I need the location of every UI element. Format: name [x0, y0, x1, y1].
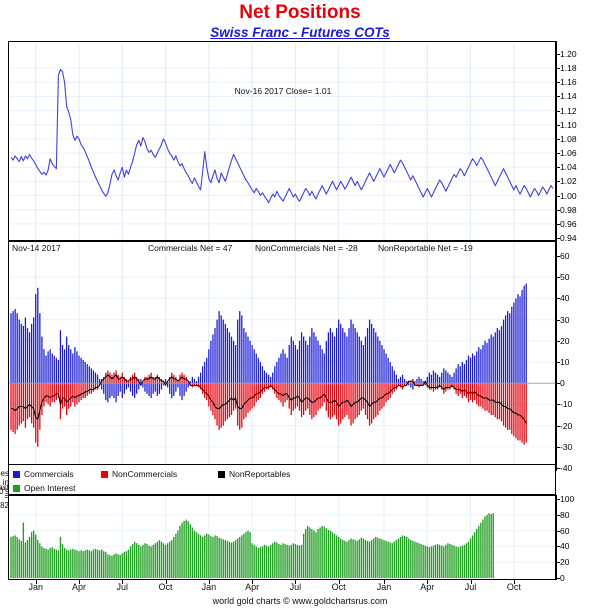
x-axis-tick — [35, 580, 37, 584]
price-tick-label: 1.16 — [556, 78, 577, 87]
price-tick-label: 0.94 — [556, 234, 577, 242]
legend-label-noncommercials: NonCommercials — [112, 469, 178, 479]
x-axis-tick — [384, 580, 385, 584]
net-positions-bar-chart — [9, 242, 555, 470]
price-tick-label: 1.12 — [556, 106, 577, 115]
x-axis-label: Oct — [158, 582, 173, 592]
open-interest-tick-label: 0 — [556, 574, 565, 582]
price-chart-panel: Nov-16 2017 Close= 1.01 — [8, 41, 556, 241]
x-axis-tick — [252, 580, 254, 584]
legend-item-noncommercials[interactable]: NonCommercials — [101, 469, 177, 479]
commercials-net-value: Commercials Net = 47 — [148, 243, 233, 253]
footer-attribution: world gold charts © www.goldchartsrus.co… — [212, 596, 388, 606]
open-interest-bar-chart — [9, 496, 555, 579]
x-axis-label: Jan — [201, 582, 217, 592]
net-tick-label: 10 — [556, 358, 569, 366]
net-tick-label: -10 — [556, 400, 572, 409]
page-subtitle: Swiss Franc - Futures COTs — [210, 25, 390, 40]
price-tick-label: 1.18 — [556, 64, 577, 72]
page-title: Net Positions — [239, 2, 361, 23]
price-tick-label: 1.00 — [556, 191, 577, 200]
open-interest-tick-label: 60 — [556, 526, 569, 535]
x-axis-label: Apr — [420, 582, 435, 592]
x-axis-label: Oct — [506, 582, 521, 592]
price-tick-label: 1.04 — [556, 163, 577, 171]
net-tick-label: -20 — [556, 421, 572, 430]
x-axis-tick — [165, 580, 167, 584]
x-axis-tick — [338, 580, 340, 584]
x-axis-tick — [470, 580, 472, 584]
price-tick-label: 1.14 — [556, 92, 577, 101]
price-tick-label: 0.98 — [556, 205, 577, 214]
x-axis-tick — [295, 580, 297, 584]
open-interest-tick-label: 20 — [556, 558, 569, 566]
net-tick-label: 40 — [556, 294, 569, 303]
net-positions-header: Nov-14 2017 Commercials Net = 47 NonComm… — [8, 243, 556, 256]
net-report-date: Nov-14 2017 — [12, 243, 61, 253]
volumes-note: volumes in 1000's — [0, 469, 9, 496]
legend-label-open-interest: Open Interest — [24, 483, 76, 493]
nonreportables-swatch-icon — [218, 471, 225, 478]
x-axis-tick — [122, 580, 124, 584]
price-tick-label: 0.96 — [556, 220, 577, 228]
legend-item-commercials[interactable]: Commercials — [13, 469, 74, 479]
net-axis-spine — [556, 241, 557, 471]
x-axis-tick — [79, 580, 80, 584]
price-line-chart — [9, 42, 555, 240]
legend-item-nonreportables[interactable]: NonReportables — [218, 469, 290, 479]
last-value-note: last = 82 — [0, 483, 9, 510]
x-axis-tick — [513, 580, 515, 584]
x-axis-label: Oct — [331, 582, 346, 592]
nonreportable-net-value: NonReportable Net = -19 — [378, 243, 473, 253]
net-tick-label: 60 — [556, 252, 569, 260]
x-axis-tick — [208, 580, 210, 584]
legend-label-nonreportables: NonReportables — [229, 469, 291, 479]
price-tick-label: 1.06 — [556, 149, 577, 157]
net-tick-label: 50 — [556, 273, 569, 281]
x-axis-label: Apr — [245, 582, 260, 592]
net-tick-label: 30 — [556, 315, 569, 324]
x-axis-label: Jul — [464, 582, 477, 592]
open-interest-tick-label: 80 — [556, 511, 569, 519]
open-interest-swatch-icon — [13, 485, 20, 492]
open-interest-tick-label: 100 — [556, 495, 574, 503]
net-positions-panel — [8, 241, 556, 471]
noncommercials-swatch-icon — [101, 471, 108, 478]
x-axis-label: Jul — [289, 582, 302, 592]
price-tick-label: 1.08 — [556, 135, 577, 143]
legend-label-commercials: Commercials — [24, 469, 74, 479]
open-interest-tick-label: 40 — [556, 542, 569, 551]
x-axis-label: Jan — [28, 582, 43, 592]
net-tick-label: 20 — [556, 337, 569, 345]
price-axis-spine — [556, 41, 557, 241]
legend-panel: Commercials NonCommercials NonReportable… — [0, 464, 556, 510]
legend-item-open-interest[interactable]: Open Interest — [13, 483, 76, 493]
open-interest-panel — [8, 495, 556, 580]
price-tick-label: 1.20 — [556, 50, 577, 58]
price-close-annotation: Nov-16 2017 Close= 1.01 — [234, 86, 332, 96]
x-axis-tick — [427, 580, 429, 584]
net-tick-label: 0 — [556, 379, 565, 387]
commercials-swatch-icon — [13, 471, 20, 478]
price-tick-label: 1.10 — [556, 121, 577, 129]
open-interest-axis-spine — [556, 495, 557, 580]
x-axis-label: Apr — [71, 582, 87, 592]
net-tick-label: -30 — [556, 443, 572, 451]
noncommercials-net-value: NonCommercials Net = -28 — [255, 243, 358, 253]
x-axis-labels: Jan Apr Jul Oct Jan Apr Jul Oct Jan Apr Jul Oct — [0, 582, 600, 596]
net-tick-label: -40 — [556, 464, 572, 472]
price-tick-label: 1.02 — [556, 177, 577, 186]
x-axis-label: Jan — [376, 582, 392, 592]
x-axis-label: Jul — [116, 582, 129, 592]
